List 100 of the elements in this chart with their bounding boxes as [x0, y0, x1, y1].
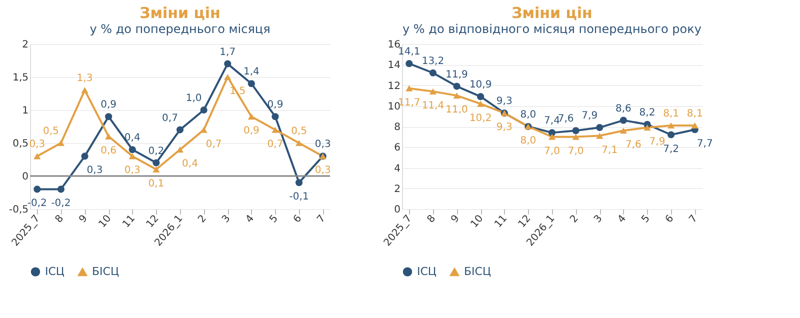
y-tick-label: 0,5 — [12, 138, 28, 150]
x-tick-label: 9 — [77, 213, 90, 226]
data-label: 8,0 — [520, 110, 536, 120]
point — [57, 140, 64, 146]
point — [224, 60, 232, 68]
point — [152, 166, 160, 172]
point — [668, 122, 675, 129]
y-tick-label: 12 — [388, 80, 400, 92]
point — [596, 132, 604, 139]
point — [477, 93, 484, 100]
data-label: 14,1 — [398, 46, 420, 58]
data-label: 0,5 — [43, 126, 59, 137]
point — [453, 82, 460, 90]
point — [81, 87, 88, 94]
data-label: 1,0 — [186, 93, 202, 104]
point — [572, 134, 580, 140]
y-tick-label: 2 — [394, 184, 400, 195]
legend-label: ІСЦ — [417, 264, 437, 278]
data-label: 7,4 — [544, 116, 560, 127]
x-tick-label: 3 — [220, 213, 233, 226]
y-tick-label: 6 — [394, 142, 400, 154]
point — [34, 186, 41, 193]
data-label: 0,3 — [29, 139, 46, 150]
x-tick-label: 11 — [492, 213, 510, 230]
point — [128, 153, 136, 160]
data-label: 0,7 — [206, 138, 222, 150]
x-tick-label: 5 — [640, 213, 652, 226]
data-label: 7,0 — [544, 146, 560, 157]
data-label: 0,7 — [162, 112, 178, 124]
y-tick-label: 1,5 — [12, 72, 28, 84]
point — [429, 69, 436, 76]
y-tick-label: 1 — [22, 106, 28, 116]
data-label: 0,1 — [148, 178, 164, 190]
data-label: 8,2 — [639, 107, 656, 118]
y-tick-label: 0 — [394, 204, 400, 216]
y-tick-label: 2 — [22, 40, 28, 50]
data-label: 10,2 — [469, 112, 492, 124]
data-label: 8,6 — [615, 103, 632, 114]
y-tick-label: 14 — [388, 60, 400, 72]
data-label: 7,1 — [602, 144, 618, 156]
data-label: 8,1 — [686, 108, 703, 120]
x-tick-label: 7 — [315, 213, 328, 226]
point — [81, 152, 88, 160]
legend-label: ІСЦ — [45, 264, 65, 278]
point — [224, 74, 232, 80]
data-label: 0,6 — [100, 145, 117, 156]
data-label: -0,1 — [289, 192, 309, 203]
data-label: 7,6 — [558, 114, 574, 125]
x-tick-label: 6 — [664, 213, 676, 226]
point — [296, 179, 303, 186]
data-label: 7,6 — [625, 140, 642, 151]
point — [406, 85, 413, 92]
point — [272, 113, 279, 120]
data-label: 7,9 — [649, 136, 666, 148]
data-label: 0,3 — [314, 165, 331, 176]
y-tick-label: 16 — [388, 40, 400, 50]
point — [548, 134, 556, 140]
data-label: 11,4 — [422, 100, 444, 112]
point — [691, 122, 698, 129]
data-label: 1,4 — [243, 66, 260, 78]
point — [406, 60, 413, 68]
data-label: 7,2 — [663, 144, 679, 155]
y-tick-label: 0 — [22, 172, 28, 182]
y-tick-label: -0,5 — [8, 204, 28, 216]
point — [572, 127, 580, 134]
x-tick-label: 8 — [426, 213, 438, 226]
data-label: 9,3 — [496, 96, 512, 108]
legend-label: БІСЦ — [464, 265, 492, 278]
point — [200, 106, 208, 114]
y-tick-label: 10 — [388, 101, 400, 112]
x-tick-label: 3 — [592, 213, 605, 226]
data-label: 7,0 — [568, 146, 584, 157]
data-label: 11,9 — [446, 69, 468, 80]
data-label: 0,9 — [267, 100, 284, 111]
x-tick-label: 2 — [568, 213, 581, 226]
point — [477, 100, 484, 107]
data-label: 0,9 — [100, 100, 117, 111]
point — [620, 128, 627, 134]
legend-label: БІСЦ — [92, 265, 120, 278]
point — [272, 126, 279, 133]
x-tick-label: 11 — [120, 213, 138, 230]
x-tick-label: 4 — [616, 213, 629, 226]
point — [34, 153, 41, 160]
x-tick-label: 6 — [292, 213, 304, 226]
data-label: 8,0 — [520, 136, 536, 146]
point — [644, 124, 651, 131]
data-label: 0,3 — [314, 139, 331, 150]
point — [152, 159, 160, 166]
x-tick-label: 2 — [196, 213, 209, 226]
data-label: 9,3 — [496, 122, 512, 134]
point — [248, 114, 255, 120]
y-tick-label: 8 — [394, 122, 400, 133]
data-label: -0,2 — [27, 198, 47, 210]
point — [248, 80, 255, 88]
x-tick-label: 7 — [687, 213, 700, 226]
data-label: -0,2 — [51, 198, 71, 210]
point — [668, 131, 675, 138]
point — [57, 186, 64, 193]
x-tick-label: 8 — [54, 213, 66, 226]
data-label: 13,2 — [422, 56, 444, 67]
